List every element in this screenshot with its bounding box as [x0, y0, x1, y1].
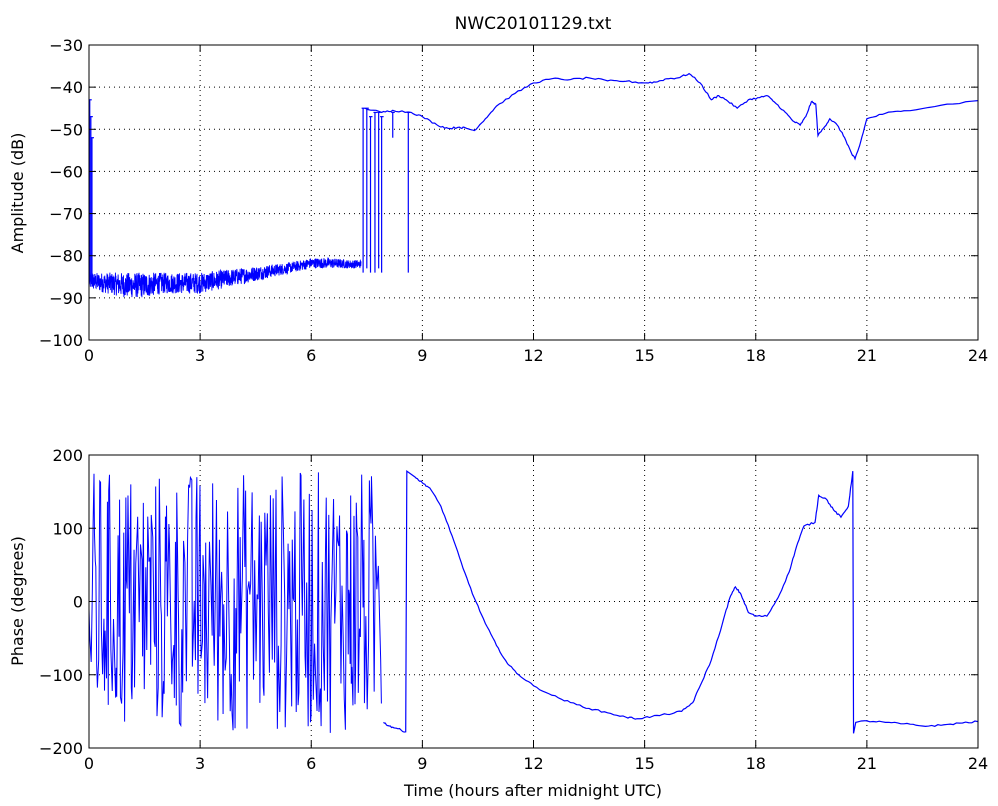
x-tick-label: 15 — [634, 754, 654, 773]
y-tick-label: −30 — [49, 36, 83, 55]
x-tick-label: 6 — [306, 346, 316, 365]
y-tick-label: −200 — [39, 739, 83, 758]
amplitude-y-axis-label: Amplitude (dB) — [8, 133, 27, 254]
y-tick-label: −60 — [49, 162, 83, 181]
x-tick-label: 12 — [523, 346, 543, 365]
x-tick-label: 21 — [857, 346, 877, 365]
x-axis-label: Time (hours after midnight UTC) — [403, 781, 662, 800]
amplitude-chart: NWC20101129.txt 0 3 6 9 12 15 18 21 24 −100 −90 −80… — [8, 14, 988, 365]
series-group — [89, 72, 978, 298]
x-tick-label: 15 — [634, 346, 654, 365]
x-tick-label: 0 — [84, 346, 94, 365]
x-tick-label: 24 — [968, 346, 988, 365]
x-tick-label: 9 — [417, 754, 427, 773]
y-tick-label: 100 — [52, 519, 83, 538]
y-tick-label: −40 — [49, 78, 83, 97]
amplitude-series-line — [89, 72, 978, 298]
y-tick-label: −100 — [39, 666, 83, 685]
y-tick-label: 0 — [73, 593, 83, 612]
y-tick-label: −90 — [49, 289, 83, 308]
noise-trace — [89, 256, 362, 298]
chart-title: NWC20101129.txt — [455, 14, 612, 34]
y-tick-label: −50 — [49, 120, 83, 139]
phase-series-line — [89, 469, 978, 734]
series-group — [89, 469, 978, 734]
x-tick-label: 3 — [195, 346, 205, 365]
amplitude-grid — [89, 45, 978, 340]
series-line — [383, 469, 978, 734]
y-tick-label: 200 — [52, 446, 83, 465]
x-tick-label: 6 — [306, 754, 316, 773]
x-tick-label: 9 — [417, 346, 427, 365]
phase-chart: 0 3 6 9 12 15 18 21 24 −200 −100 0 100 200 Phase (deg… — [8, 446, 988, 800]
x-tick-label: 24 — [968, 754, 988, 773]
x-tick-label: 18 — [746, 754, 766, 773]
x-tick-label: 12 — [523, 754, 543, 773]
y-tick-label: −70 — [49, 205, 83, 224]
phase-grid — [89, 455, 978, 748]
x-tick-label: 3 — [195, 754, 205, 773]
y-tick-label: −80 — [49, 247, 83, 266]
phase-axes: 0 3 6 9 12 15 18 21 24 −200 −100 0 100 200 — [39, 446, 988, 773]
amplitude-axes: 0 3 6 9 12 15 18 21 24 −100 −90 −80 −70 −60 −50 −40 −30 — [39, 36, 988, 365]
phase-y-axis-label: Phase (degrees) — [8, 536, 27, 666]
series-line — [364, 72, 978, 161]
x-tick-label: 0 — [84, 754, 94, 773]
x-tick-label: 18 — [746, 346, 766, 365]
x-tick-label: 21 — [857, 754, 877, 773]
wrapped-phase-trace — [89, 472, 382, 733]
y-tick-label: −100 — [39, 331, 83, 350]
